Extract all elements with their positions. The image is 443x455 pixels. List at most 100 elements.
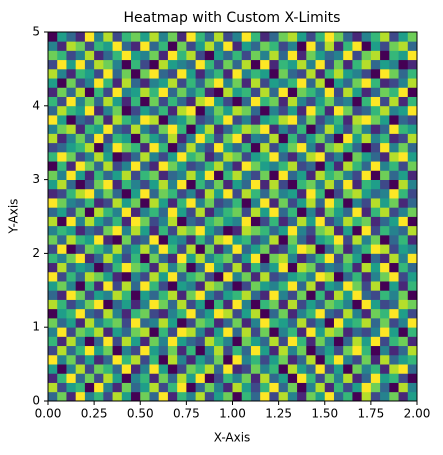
heatmap-cell — [167, 327, 178, 337]
heatmap-cell — [315, 281, 326, 291]
heatmap-cell — [177, 354, 187, 365]
y-tick-label: 4 — [32, 98, 40, 112]
heatmap-cell — [149, 170, 160, 180]
heatmap-cell — [131, 170, 141, 180]
heatmap-cell — [158, 161, 169, 171]
heatmap-cell — [140, 354, 150, 365]
x-tick-label: 1.25 — [265, 407, 292, 421]
heatmap-cell — [75, 271, 86, 282]
heatmap-cell — [140, 50, 150, 61]
heatmap-cell — [315, 207, 326, 217]
heatmap-cell — [352, 170, 363, 180]
heatmap-cell — [232, 32, 243, 42]
heatmap-cell — [186, 317, 196, 328]
heatmap-cell — [333, 364, 344, 374]
heatmap-cell — [389, 151, 399, 162]
heatmap-cell — [250, 271, 261, 282]
heatmap-cell — [84, 87, 95, 97]
heatmap-cell — [177, 262, 187, 273]
heatmap-cell — [389, 354, 399, 365]
heatmap-cell — [84, 142, 95, 153]
heatmap-cell — [287, 299, 298, 310]
heatmap-cell — [177, 336, 187, 347]
heatmap-cell — [260, 336, 270, 347]
heatmap-cell — [241, 32, 252, 42]
heatmap-cell — [278, 225, 289, 236]
heatmap-cell — [241, 225, 252, 236]
heatmap-cell — [352, 225, 363, 236]
heatmap-cell — [315, 364, 326, 374]
heatmap-cell — [306, 308, 316, 319]
heatmap-cell — [278, 188, 289, 199]
heatmap-cell — [66, 216, 77, 227]
heatmap-cell — [361, 382, 372, 393]
heatmap-cell — [48, 151, 58, 162]
heatmap-cell — [269, 391, 280, 402]
heatmap-cell — [380, 234, 390, 245]
heatmap-cell — [167, 364, 178, 374]
heatmap-cell — [103, 271, 113, 282]
heatmap-cell — [167, 336, 178, 347]
heatmap-cell — [84, 50, 95, 61]
heatmap-cell — [214, 170, 224, 180]
heatmap-cell — [333, 290, 344, 300]
heatmap-cell — [324, 133, 335, 144]
heatmap-cell — [241, 317, 252, 328]
heatmap-cell — [324, 59, 335, 70]
heatmap-cell — [66, 262, 77, 273]
heatmap-cell — [149, 115, 160, 125]
heatmap-cell — [223, 290, 233, 300]
heatmap-cell — [177, 179, 187, 190]
heatmap-cell — [158, 336, 169, 347]
heatmap-cell — [398, 216, 409, 227]
heatmap-cell — [57, 68, 67, 79]
heatmap-cell — [315, 382, 326, 393]
heatmap-cell — [370, 262, 381, 273]
heatmap-cell — [278, 308, 289, 319]
heatmap-cell — [149, 262, 160, 273]
heatmap-cell — [48, 382, 58, 393]
heatmap-cell — [149, 373, 160, 383]
heatmap-cell — [204, 170, 215, 180]
heatmap-cell — [204, 105, 215, 116]
heatmap-cell — [149, 198, 160, 208]
heatmap-cell — [214, 382, 224, 393]
heatmap-cell — [398, 253, 409, 264]
heatmap-cell — [361, 198, 372, 208]
heatmap-cell — [75, 50, 86, 61]
heatmap-cell — [214, 253, 224, 264]
heatmap-cell — [94, 188, 104, 199]
heatmap-cell — [75, 207, 86, 217]
heatmap-cell — [398, 281, 409, 291]
heatmap-cell — [149, 317, 160, 328]
heatmap-cell — [214, 115, 224, 125]
heatmap-cell — [324, 188, 335, 199]
heatmap-cell — [112, 308, 123, 319]
heatmap-cell — [389, 50, 399, 61]
heatmap-cell — [140, 225, 150, 236]
heatmap-cell — [121, 327, 132, 337]
heatmap-cell — [112, 96, 123, 107]
heatmap-cell — [204, 345, 215, 356]
heatmap-cell — [140, 345, 150, 356]
heatmap-cell — [167, 299, 178, 310]
heatmap-cell — [131, 271, 141, 282]
heatmap-cell — [297, 308, 307, 319]
heatmap-cell — [66, 161, 77, 171]
heatmap-cell — [195, 105, 206, 116]
heatmap-cell — [204, 188, 215, 199]
heatmap-cell — [370, 345, 381, 356]
heatmap-cell — [57, 327, 67, 337]
heatmap-cell — [370, 68, 381, 79]
heatmap-cell — [149, 281, 160, 291]
heatmap-cell — [352, 68, 363, 79]
heatmap-cell — [94, 234, 104, 245]
heatmap-cell — [112, 41, 123, 51]
heatmap-cell — [250, 105, 261, 116]
heatmap-cell — [121, 308, 132, 319]
heatmap-cell — [250, 59, 261, 70]
heatmap-cell — [380, 87, 390, 97]
heatmap-cell — [250, 317, 261, 328]
heatmap-cell — [75, 78, 86, 88]
heatmap-cell — [370, 244, 381, 254]
